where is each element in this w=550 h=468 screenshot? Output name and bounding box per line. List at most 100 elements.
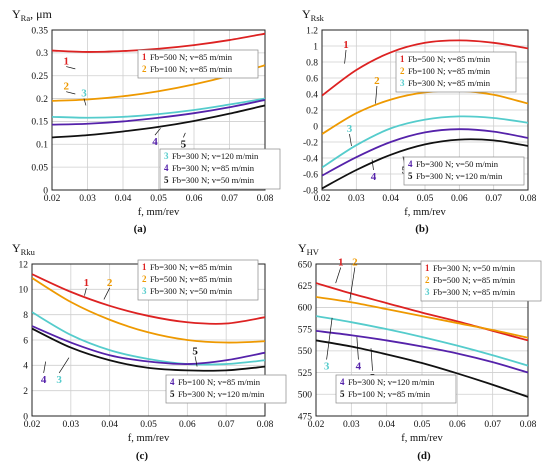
y-axis-title-main: Y [12,7,21,21]
y-tick-label: 2 [23,387,28,397]
y-axis-title-sub: Ra [21,13,31,23]
y-tick-label: 0.35 [31,26,48,36]
y-tick-label: 550 [298,347,313,357]
legend-entry: Fb=100 N; v=85 m/min [178,377,261,387]
y-tick-label: 1.2 [306,26,318,36]
x-tick-label: 0.05 [140,420,157,430]
y-axis-title: YRku [12,241,36,257]
legend-entry: Fb=100 N; v=85 m/min [348,389,431,399]
series-line-5 [322,138,528,190]
x-tick-label: 0.05 [414,420,431,430]
legend-number: 2 [142,274,147,284]
legend-number: 4 [340,377,345,387]
legend-box [165,374,287,404]
callout-leader [43,361,46,373]
y-tick-label: 0 [43,186,48,196]
y-tick-label: 6 [23,336,28,346]
legend-entry: Fb=500 N; v=85 m/min [150,274,233,284]
series-line-1 [322,39,528,97]
y-tick-label: 0.3 [36,49,48,59]
legend-number: 1 [142,52,147,62]
series-line-4 [316,329,528,374]
y-tick-label: 0 [313,122,318,132]
x-tick-label: 0.08 [257,194,274,204]
x-tick-label: 0.06 [449,420,466,430]
series-line-2 [32,277,265,344]
series-line-5 [316,339,528,398]
x-tick-label: 0.07 [218,420,235,430]
y-axis-title: YRa, μm [12,7,53,23]
callout-leader [84,287,87,296]
legend-number: 5 [408,171,413,181]
x-axis-title: f, mm/rev [401,433,443,444]
legend-entry: Fb=100 N; v=85 m/min [408,66,491,76]
y-tick-label: 575 [298,325,313,335]
y-tick-label: 475 [298,412,313,422]
panel-label: (d) [417,450,431,462]
y-tick-label: 8 [23,311,28,321]
y-axis-title-main: Y [302,7,311,21]
x-tick-label: 0.03 [348,194,365,204]
x-tick-label: 0.06 [179,420,196,430]
legend-number: 2 [142,64,147,74]
y-axis-title-main: Y [298,241,307,255]
callout-leader [335,267,342,284]
legend-entry: Fb=500 N; v=85 m/min [408,54,491,64]
legend-entry: Fb=300 N; v=120 m/min [172,151,259,161]
callout-leader [349,267,356,301]
chart-panel-d: 0.02 0.03 0.04 0.05 0.06 0.07 0.08 475 500 525 550… [298,241,542,462]
y-tick-label: 500 [298,391,313,401]
legend-number: 1 [400,54,405,64]
legend-entry: Fb=500 N; v=85 m/min [433,275,516,285]
callout-number: 4 [371,171,377,183]
y-tick-label: 0 [23,412,28,422]
series-line-4 [52,99,265,126]
series-line-5 [32,327,265,372]
y-tick-label: -0.8 [303,186,318,196]
callout-number: 1 [63,56,69,68]
legend-number: 4 [408,159,413,169]
callout-number: 5 [192,345,198,357]
y-tick-label: 10 [19,286,29,296]
chart-panel-c: 0.02 0.03 0.04 0.05 0.06 0.07 0.08024681012YRk… [12,241,287,462]
x-tick-label: 0.06 [186,194,203,204]
x-tick-label: 0.05 [417,194,434,204]
legend-entry: Fb=300 N; v=50 m/min [172,175,255,185]
y-tick-label: 0.2 [36,95,48,105]
legend-entry: Fb=300 N; v=120 m/min [178,389,265,399]
legend-entry: Fb=300 N; v=120 m/min [348,377,435,387]
plot-frame [321,29,529,191]
x-tick-label: 0.04 [101,420,118,430]
callout-leader [371,159,374,171]
y-axis-title-main: Y [12,241,21,255]
legend-box [335,374,457,404]
x-tick-label: 0.07 [221,194,238,204]
callout-leader [103,287,110,300]
callout-leader [194,356,198,367]
legend-number: 3 [142,286,147,296]
legend-entry: Fb=300 N; v=50 m/min [150,286,233,296]
callout-number: 2 [63,81,69,93]
callout-leader [154,128,161,136]
series-line-2 [322,89,528,135]
y-tick-label: 1 [313,42,318,52]
y-tick-label: 0.15 [31,118,48,128]
legend-number: 4 [164,163,169,173]
callout-number: 1 [338,256,344,268]
callout-number: 1 [343,39,349,51]
legend-box [395,51,517,93]
legend-number: 2 [400,66,405,76]
x-tick-label: 0.07 [485,194,502,204]
legend-number: 3 [400,78,405,88]
panel-label: (c) [136,450,149,462]
series-line-5 [52,104,265,139]
x-axis-title: f, mm/rev [138,207,180,218]
